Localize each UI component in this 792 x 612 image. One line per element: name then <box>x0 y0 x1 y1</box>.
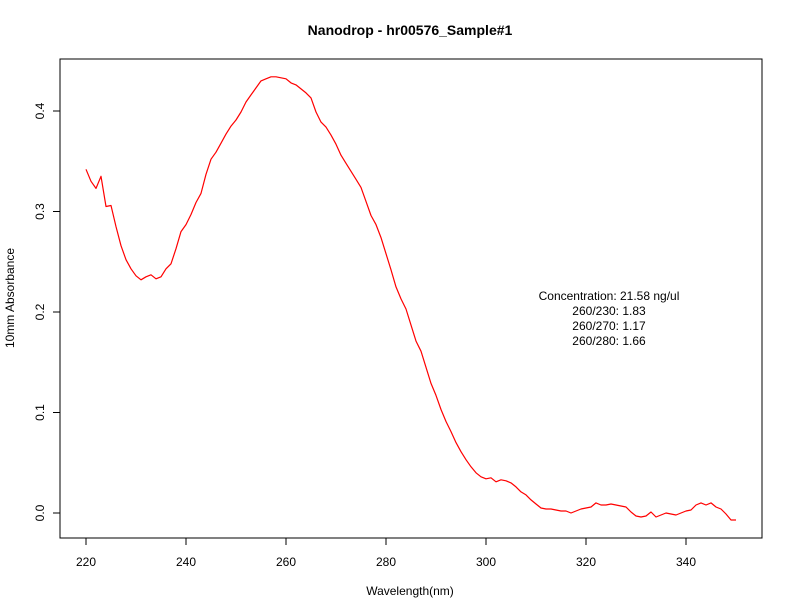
x-tick-label: 340 <box>676 555 696 569</box>
y-tick-label: 0.4 <box>33 102 47 119</box>
annotation-ratio-260-280: 260/280: 1.66 <box>572 334 646 348</box>
x-tick-label: 300 <box>476 555 496 569</box>
annotation-ratio-260-230: 260/230: 1.83 <box>572 304 646 318</box>
y-axis: 0.0 0.1 0.2 0.3 0.4 <box>33 102 61 521</box>
x-tick-label: 240 <box>176 555 196 569</box>
y-axis-label: 10mm Absorbance <box>3 248 17 348</box>
annotation-block: Concentration: 21.58 ng/ul 260/230: 1.83… <box>539 289 680 348</box>
x-axis-label: Wavelength(nm) <box>366 584 454 598</box>
annotation-ratio-260-270: 260/270: 1.17 <box>572 319 646 333</box>
absorbance-series-line <box>85 76 736 521</box>
x-tick-label: 320 <box>576 555 596 569</box>
x-tick-label: 220 <box>76 555 96 569</box>
chart-title: Nanodrop - hr00576_Sample#1 <box>308 22 513 38</box>
x-tick-label: 260 <box>276 555 296 569</box>
y-tick-label: 0.0 <box>33 504 47 521</box>
y-tick-label: 0.1 <box>33 404 47 421</box>
annotation-concentration: Concentration: 21.58 ng/ul <box>539 289 680 303</box>
series-layer <box>85 76 736 521</box>
x-tick-label: 280 <box>376 555 396 569</box>
y-tick-label: 0.2 <box>33 303 47 320</box>
y-tick-label: 0.3 <box>33 203 47 220</box>
x-axis: 220 240 260 280 300 320 340 <box>76 537 696 569</box>
